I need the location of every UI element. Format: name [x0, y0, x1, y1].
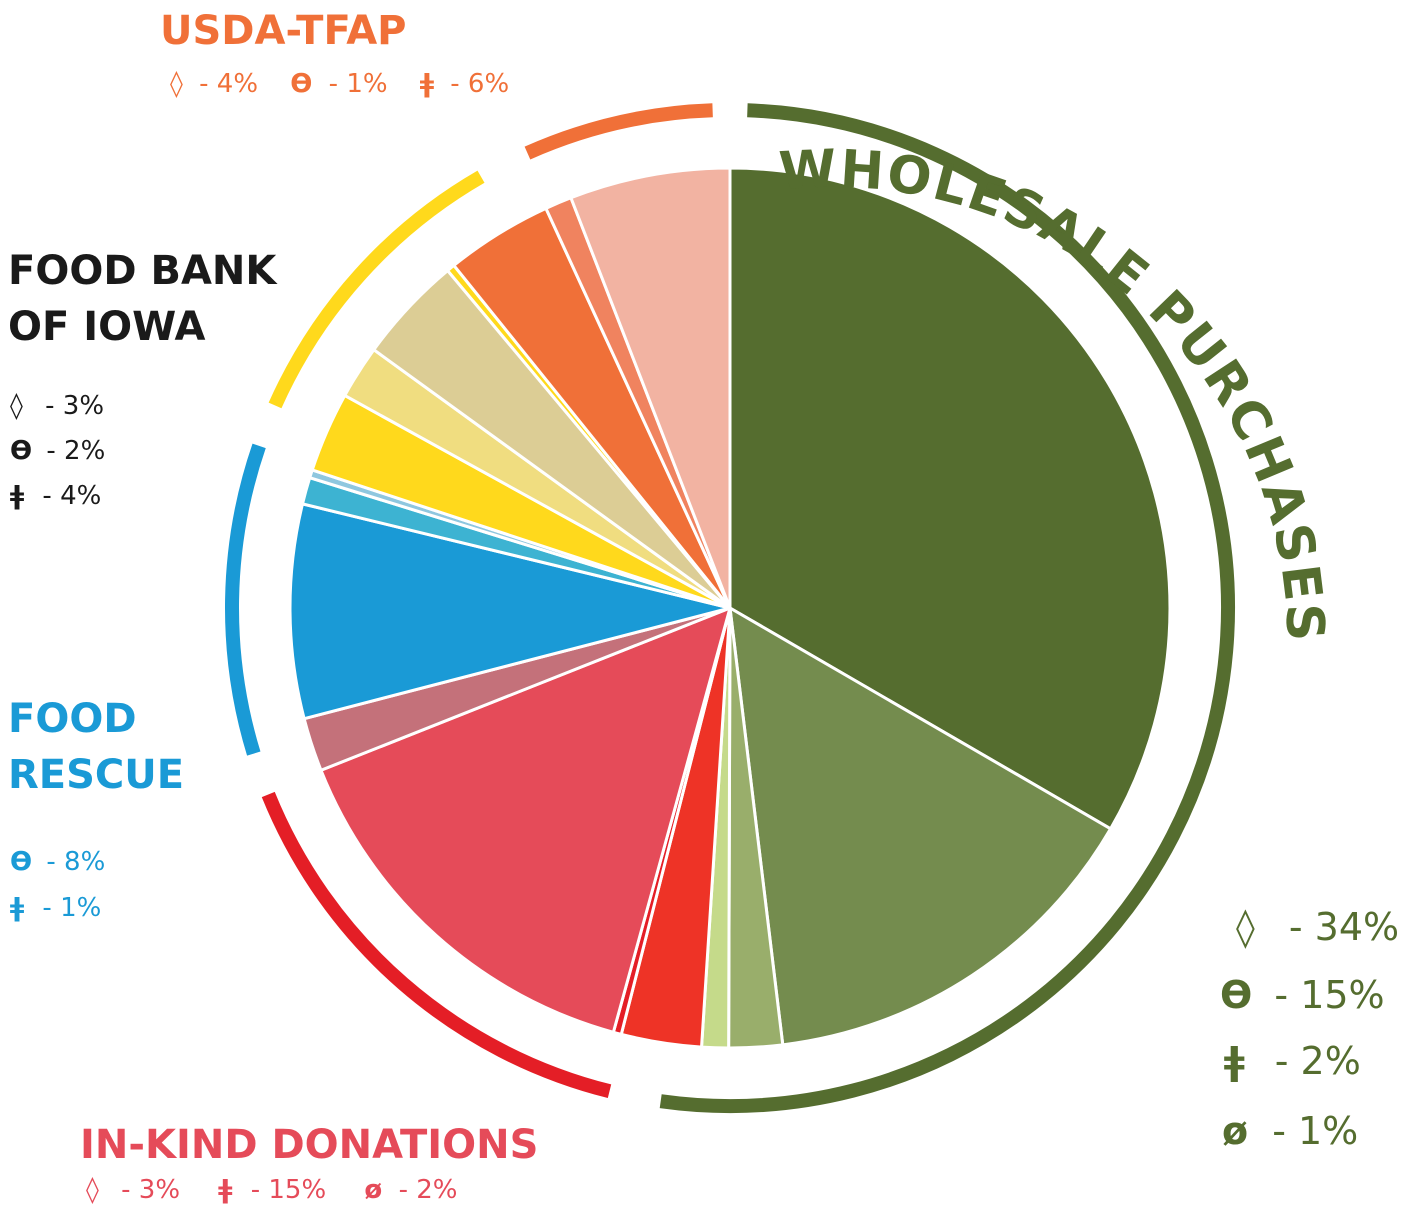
usda-tfap-stats: ◊ - 4% ϴ - 1% ǂ - 6% [170, 69, 509, 99]
in-kind-stat-3-text: - 2% [399, 1175, 458, 1205]
usda-stat-1-symbol: ◊ [170, 69, 183, 99]
pie-slices [288, 166, 1172, 1050]
food-rescue-title-line1: FOOD [8, 696, 137, 742]
wholesale-stat-3: ǂ - 2% [1224, 1039, 1361, 1083]
in-kind-donations-stats: ◊ - 3% ǂ - 15% ø - 2% [86, 1175, 457, 1205]
in-kind-stat-2-symbol: ǂ [218, 1175, 232, 1205]
food-rescue-stat-1: ϴ - 8% [10, 847, 105, 877]
wholesale-stat-4-text: - 1% [1272, 1109, 1358, 1153]
wholesale-stat-3-symbol: ǂ [1224, 1039, 1245, 1083]
food-rescue-label-group: FOOD RESCUE ϴ - 8% ǂ - 1% [8, 696, 184, 923]
in-kind-arc [261, 791, 612, 1099]
usda-stat-2-symbol: ϴ [290, 69, 312, 99]
in-kind-stat-1-text: - 3% [121, 1175, 180, 1205]
food-bank-stat-2: ϴ - 2% [10, 436, 105, 466]
in-kind-stat-2-text: - 15% [251, 1175, 326, 1205]
pie-slice-8 [288, 502, 732, 721]
usda-stat-3-symbol: ǂ [420, 69, 434, 99]
food-bank-stat-2-text: - 2% [46, 436, 105, 466]
food-bank-arc [268, 170, 485, 409]
food-bank-stat-1-symbol: ◊ [10, 391, 23, 421]
food-rescue-title-line2: RESCUE [8, 752, 184, 798]
food-rescue-stat-1-symbol: ϴ [10, 847, 32, 877]
wholesale-stat-2: ϴ - 15% [1220, 973, 1385, 1017]
wholesale-stat-1-text: - 34% [1289, 905, 1399, 949]
wholesale-purchases-stats: ◊ - 34% ϴ - 15% ǂ - 2% ø - 1% [1220, 905, 1399, 1153]
in-kind-donations-label-group: IN-KIND DONATIONS ◊ - 3% ǂ - 15% ø - 2% [80, 1122, 538, 1205]
food-bank-of-iowa-label-group: FOOD BANK OF IOWA ◊ - 3% ϴ - 2% ǂ - 4% [8, 248, 278, 511]
food-rescue-stat-2: ǂ - 1% [10, 893, 101, 923]
wholesale-stat-3-text: - 2% [1275, 1039, 1361, 1083]
pie-slice-1 [728, 606, 1113, 1047]
food-bank-title-line1: FOOD BANK [8, 248, 278, 294]
group-arcs [225, 103, 1236, 1113]
pie-slice-0 [728, 166, 1172, 831]
wholesale-stat-2-symbol: ϴ [1220, 973, 1252, 1017]
food-bank-stat-3-symbol: ǂ [10, 481, 24, 511]
wholesale-arc [659, 103, 1236, 1113]
food-bank-title-line2: OF IOWA [8, 304, 205, 350]
usda-tfap-arc [524, 103, 713, 160]
wholesale-stat-1-symbol: ◊ [1236, 905, 1255, 949]
wholesale-stat-1: ◊ - 34% [1236, 905, 1399, 949]
food-rescue-stat-2-text: - 1% [42, 893, 101, 923]
usda-tfap-title: USDA-TFAP [160, 8, 406, 54]
in-kind-donations-title: IN-KIND DONATIONS [80, 1122, 538, 1168]
food-rescue-stat-2-symbol: ǂ [10, 893, 24, 923]
food-bank-stat-1-text: - 3% [45, 391, 104, 421]
pie-slice-6 [319, 606, 732, 1034]
usda-stat-2-text: - 1% [329, 69, 388, 99]
usda-stat-1-text: - 4% [199, 69, 258, 99]
wholesale-stat-2-text: - 15% [1274, 973, 1384, 1017]
food-bank-stat-1: ◊ - 3% [10, 391, 104, 421]
in-kind-stat-1-symbol: ◊ [86, 1175, 99, 1205]
in-kind-stat-3-symbol: ø [364, 1175, 382, 1205]
wholesale-stat-4-symbol: ø [1222, 1109, 1248, 1153]
usda-tfap-label-group: USDA-TFAP ◊ - 4% ϴ - 1% ǂ - 6% [160, 8, 509, 99]
pie-slice-17 [569, 166, 732, 610]
wholesale-stat-4: ø - 1% [1222, 1109, 1358, 1153]
food-bank-stat-2-symbol: ϴ [10, 436, 32, 466]
food-rescue-stat-1-text: - 8% [46, 847, 105, 877]
usda-stat-3-text: - 6% [450, 69, 509, 99]
food-rescue-arc [225, 443, 266, 756]
food-bank-stat-3: ǂ - 4% [10, 481, 101, 511]
food-bank-stat-3-text: - 4% [42, 481, 101, 511]
